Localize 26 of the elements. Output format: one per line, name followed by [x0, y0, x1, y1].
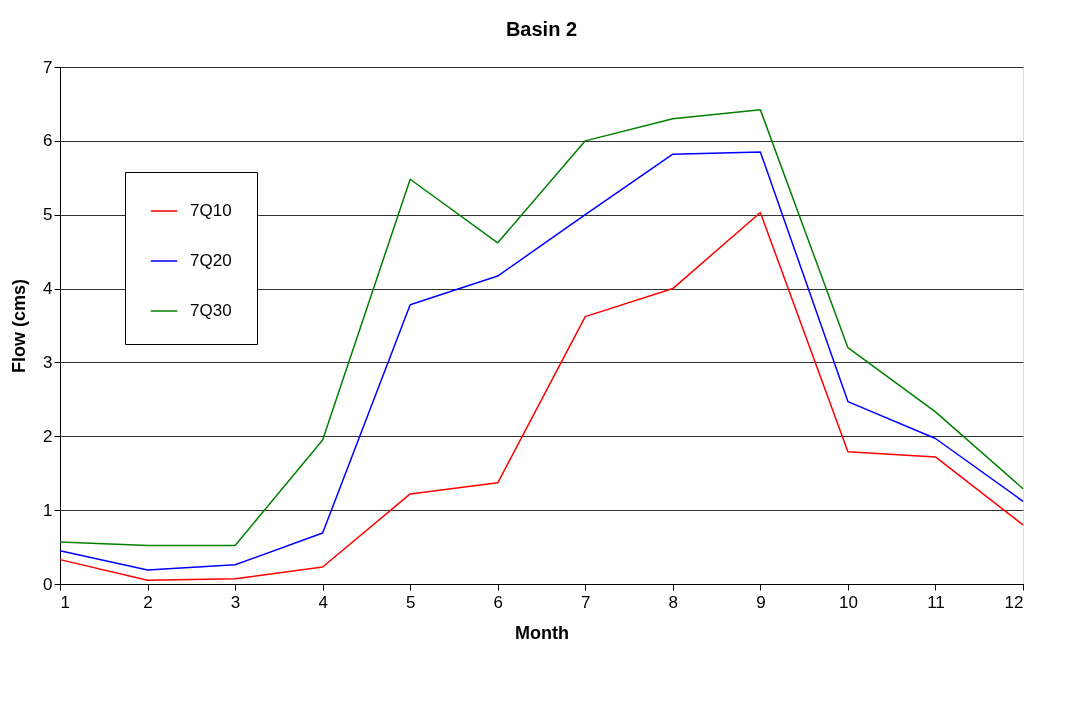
x-tick-label: 11: [927, 592, 945, 612]
x-tick-label: 9: [756, 592, 766, 612]
x-tick-label: 12: [1004, 592, 1024, 612]
y-tick-label: 7: [43, 57, 53, 77]
y-tick-label: 1: [43, 500, 53, 520]
y-tick-label: 4: [43, 279, 53, 299]
x-axis-title: Month: [515, 622, 569, 643]
y-tick-label: 0: [43, 574, 53, 594]
y-tick-label: 6: [43, 131, 53, 151]
y-axis-title: Flow (cms): [9, 278, 30, 374]
x-tick-label: 4: [318, 592, 328, 612]
x-tick-label: 3: [230, 592, 241, 612]
legend-label: 7Q30: [190, 301, 232, 320]
x-tick-label: 5: [405, 592, 416, 612]
x-tick-label: 8: [668, 592, 679, 612]
x-tick-label: 1: [60, 592, 70, 612]
legend-label: 7Q20: [190, 251, 232, 270]
legend-label: 7Q10: [190, 201, 232, 220]
x-tick-label: 6: [493, 592, 503, 612]
y-tick-label: 3: [43, 352, 53, 372]
x-tick-label: 10: [838, 592, 858, 612]
x-tick-label: 2: [143, 592, 153, 612]
y-tick-label: 5: [43, 205, 53, 225]
y-tick-label: 2: [43, 426, 53, 446]
chart-title: Basin 2: [505, 18, 578, 40]
x-tick-label: 7: [581, 592, 591, 612]
